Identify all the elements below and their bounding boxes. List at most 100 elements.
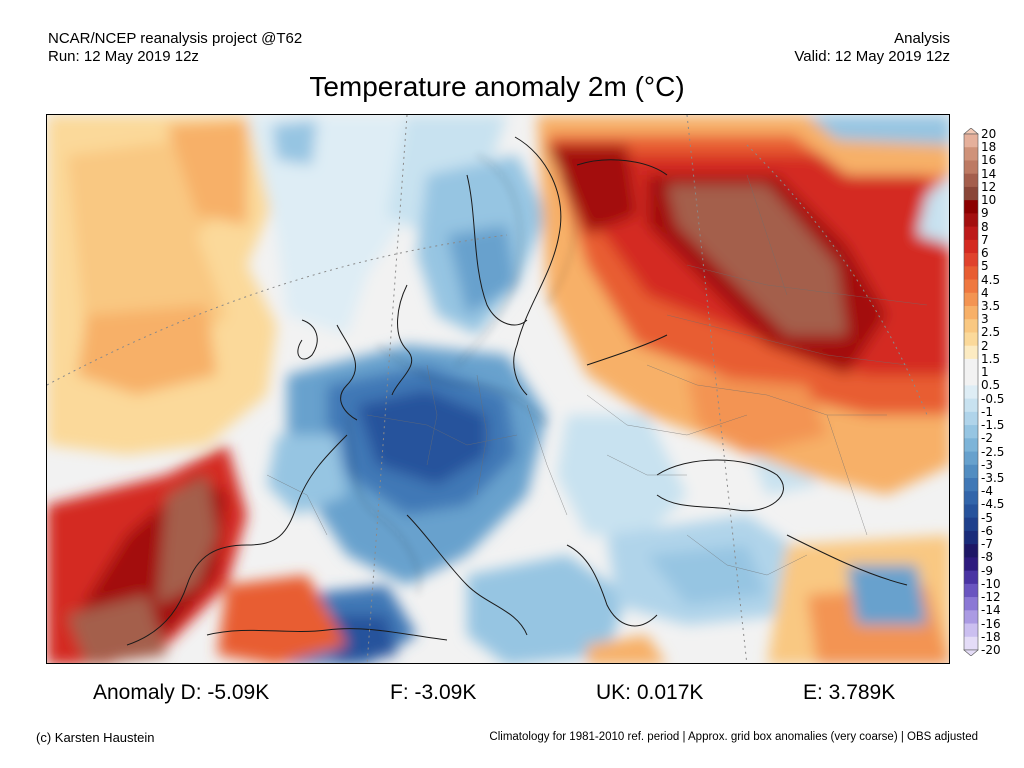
colorbar-swatch: [964, 623, 978, 638]
colorbar-tick-label: -14: [981, 603, 1001, 618]
colorbar-tick-label: 7: [981, 232, 989, 247]
colorbar-legend: 20 18 16 14 12 10 9 8 7 6 5 4.5 4 3.5 3 2.5 2 1.5 1 0.5 -0.5…: [962, 128, 1024, 656]
colorbar-swatch: [964, 358, 978, 373]
colorbar-tick-label: 12: [981, 179, 997, 194]
colorbar-tick-label: -16: [981, 616, 1001, 631]
colorbar-tick-label: -12: [981, 590, 1001, 605]
colorbar-tick-label: 1: [981, 365, 989, 380]
colorbar-tick-label: 14: [981, 166, 997, 181]
colorbar-tick-label: -1: [981, 404, 993, 419]
colorbar-swatch: [964, 319, 978, 333]
colorbar-tick-label: -1.5: [981, 418, 1005, 433]
colorbar-swatch: [964, 173, 978, 188]
france-anomaly: F: -3.09K: [390, 681, 477, 704]
colorbar-tick-label: -7: [981, 537, 993, 552]
colorbar-swatch: [964, 239, 978, 254]
colorbar-swatch: [964, 610, 978, 624]
colorbar-top-arrow: [963, 128, 979, 135]
colorbar-tick-label: 0.5: [981, 378, 1001, 393]
colorbar-tick-label: 5: [981, 259, 989, 274]
colorbar-swatch: [964, 372, 978, 386]
colorbar-tick-label: 4: [981, 285, 989, 300]
map-title: Temperature anomaly 2m (°C): [309, 71, 685, 102]
colorbar-tick-label: -3: [981, 457, 993, 472]
colorbar-tick-label: -18: [981, 629, 1001, 644]
colorbar-swatch: [964, 292, 978, 307]
colorbar-swatch: [964, 530, 978, 545]
colorbar-swatch: [964, 398, 978, 413]
colorbar-swatch: [964, 213, 978, 228]
colorbar-swatch: [964, 160, 978, 175]
colorbar-swatch: [964, 186, 978, 201]
colorbar-swatch: [964, 134, 978, 148]
model-name: NCAR/NCEP reanalysis project @T62: [48, 30, 303, 47]
analysis-label: Analysis: [894, 30, 950, 47]
colorbar-swatch: [964, 557, 978, 572]
colorbar-swatch: [964, 385, 978, 400]
colorbar-swatch: [964, 583, 978, 598]
colorbar-swatch: [964, 597, 978, 611]
colorbar-tick-label: 4.5: [981, 272, 1001, 287]
colorbar-tick-label: -4: [981, 484, 993, 499]
colorbar-tick-label: 6: [981, 246, 989, 261]
colorbar-tick-label: 16: [981, 153, 997, 168]
coastlines: [126, 136, 908, 646]
colorbar-swatch: [964, 279, 978, 294]
colorbar-tick-label: 8: [981, 219, 989, 234]
colorbar-tick-label: -20: [981, 643, 1001, 657]
climatology-note: Climatology for 1981-2010 ref. period | …: [489, 731, 978, 743]
valid-time: Valid: 12 May 2019 12z: [794, 48, 950, 65]
graticule: [47, 115, 928, 663]
colorbar-tick-label: 3: [981, 312, 989, 327]
colorbar-swatch: [964, 253, 978, 267]
colorbar-scale: [963, 128, 979, 656]
model-info: NCAR/NCEP reanalysis project @T62 Run: 1…: [48, 30, 302, 66]
colorbar-swatch: [964, 491, 978, 505]
colorbar-tick-label: -4.5: [981, 497, 1005, 512]
colorbar-swatch: [964, 266, 978, 280]
country-anomalies: Anomaly D: -5.09K F: -3.09K UK: 0.017K E…: [0, 680, 1024, 706]
colorbar-tick-label: -2.5: [981, 444, 1005, 459]
colorbar-swatch: [964, 306, 978, 320]
colorbar-tick-label: 1.5: [981, 351, 1001, 366]
colorbar-swatch: [964, 411, 978, 426]
colorbar-tick-label: -9: [981, 563, 993, 578]
germany-anomaly: Anomaly D: -5.09K: [93, 681, 270, 704]
colorbar-swatch: [964, 425, 978, 439]
colorbar-swatch: [964, 345, 978, 360]
anomaly-map: [46, 114, 950, 664]
colorbar-swatch: [964, 570, 978, 585]
colorbar-tick-label: -10: [981, 576, 1001, 591]
uk-anomaly: UK: 0.017K: [596, 681, 704, 704]
colorbar-swatch: [964, 504, 978, 519]
colorbar-tick-label: -0.5: [981, 391, 1005, 406]
colorbar-tick-label: 10: [981, 193, 997, 208]
country-borders: [266, 174, 928, 576]
colorbar-tick-label: -5: [981, 510, 993, 525]
colorbar-tick-label: -2: [981, 431, 993, 446]
colorbar-swatch: [964, 438, 978, 452]
colorbar-tick-label: 2: [981, 338, 989, 353]
colorbar-tick-label: 20: [981, 127, 997, 141]
colorbar-swatch: [964, 451, 978, 466]
credit: (c) Karsten Haustein: [36, 730, 155, 745]
colorbar-swatch: [964, 332, 978, 347]
colorbar-swatch: [964, 226, 978, 241]
colorbar-tick-label: 18: [981, 140, 997, 155]
colorbar-swatch: [964, 200, 978, 214]
colorbar-tick-label: 3.5: [981, 299, 1001, 313]
colorbar-tick-label: -8: [981, 550, 993, 565]
colorbar-swatch: [964, 147, 978, 161]
colorbar-swatch: [964, 544, 978, 558]
colorbar-tick-label: 9: [981, 206, 989, 221]
colorbar-swatch: [964, 636, 978, 651]
run-time: Run: 12 May 2019 12z: [48, 48, 199, 65]
colorbar-swatch: [964, 517, 978, 532]
colorbar-bottom-arrow: [963, 649, 979, 656]
colorbar-tick-label: -3.5: [981, 471, 1005, 485]
colorbar-swatch: [964, 478, 978, 492]
anomaly-map-canvas: [47, 115, 949, 663]
colorbar-swatch: [964, 464, 978, 479]
colorbar-tick-label: 2.5: [981, 325, 1001, 340]
valid-info: Analysis Valid: 12 May 2019 12z: [794, 30, 950, 66]
